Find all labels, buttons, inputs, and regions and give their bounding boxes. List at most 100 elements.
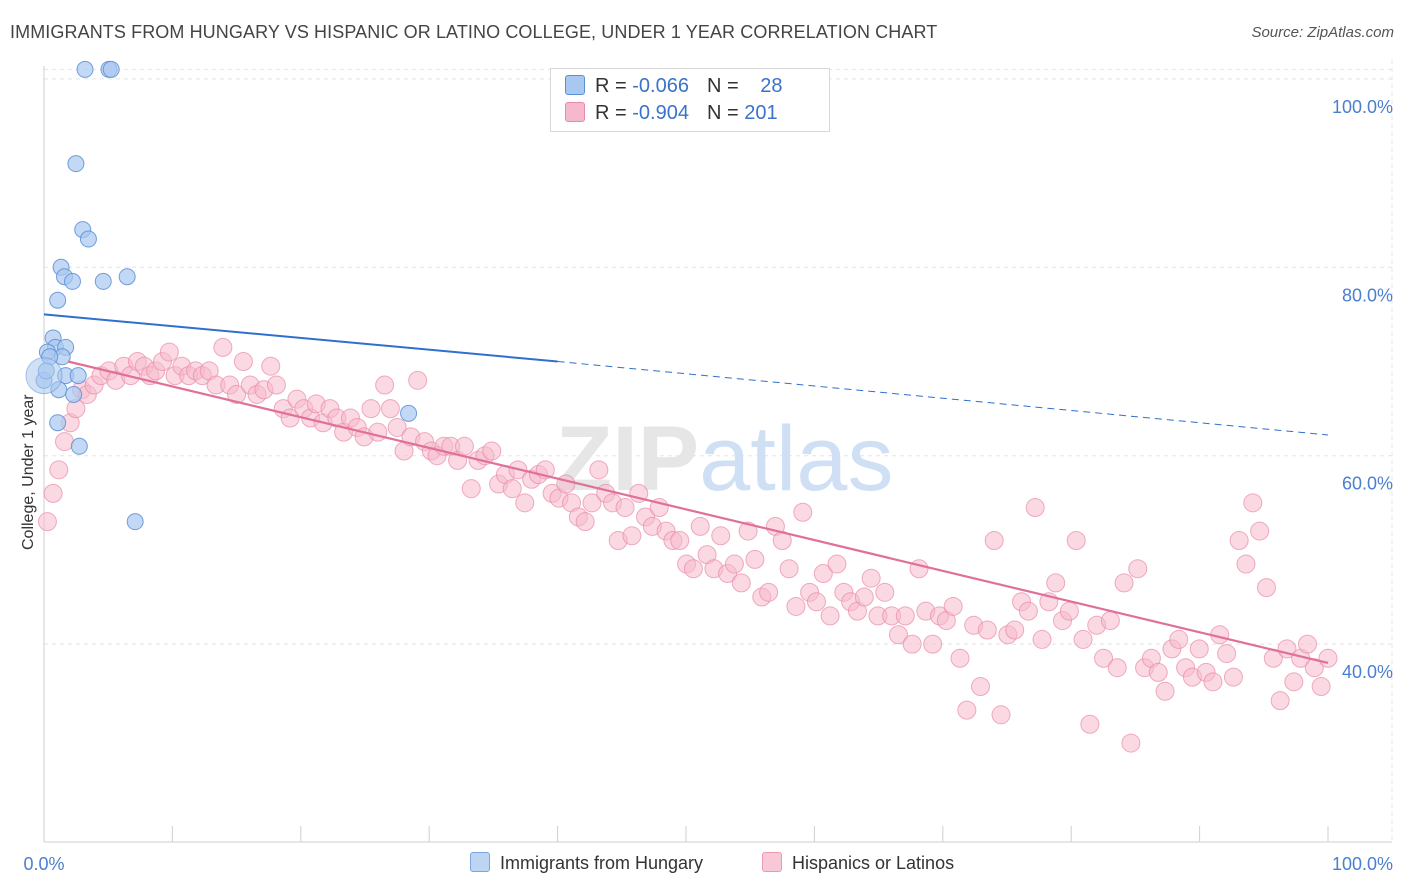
hispanic-point (227, 384, 247, 404)
bottom-legend-swatch-pink (762, 852, 782, 872)
axes (43, 66, 1392, 843)
hispanic-point (1203, 672, 1223, 692)
hispanic-point (37, 512, 57, 532)
hispanic-point (1059, 601, 1079, 621)
hispanic-point (575, 512, 595, 532)
hispanic-point (923, 634, 943, 654)
hispanic-point (738, 521, 758, 541)
hispanic-point (589, 460, 609, 480)
bottom-legend-hispanic: Hispanics or Latinos (762, 852, 954, 874)
hispanic-point (1066, 531, 1086, 551)
hungary-trend-line (43, 313, 558, 363)
hungary-point (63, 272, 81, 290)
hispanic-point (670, 531, 690, 551)
hungary-point (65, 385, 83, 403)
hispanic-point (1005, 620, 1025, 640)
hispanic-point (1128, 559, 1148, 579)
hungary-point (69, 367, 87, 385)
watermark-zip: ZIP (556, 408, 699, 510)
hungary-point (76, 60, 94, 78)
hispanic-point (902, 634, 922, 654)
hispanic-point (361, 399, 381, 419)
y-tick-label: 40.0% (1342, 662, 1393, 682)
hispanic-point (1284, 672, 1304, 692)
hispanic-point (1297, 634, 1317, 654)
hispanic-point (1243, 493, 1263, 513)
hispanic-point (49, 460, 69, 480)
hispanic-point (1256, 578, 1276, 598)
hungary-point (67, 155, 85, 173)
hispanic-point (159, 342, 179, 362)
legend-r-hispanic: -0.904 (632, 102, 689, 124)
hungary-point (70, 437, 88, 455)
hispanic-point (213, 337, 233, 357)
watermark-atlas: atlas (699, 408, 893, 510)
watermark: ZIPatlas (556, 408, 893, 510)
hungary-point-large (25, 357, 63, 395)
hispanic-point (745, 549, 765, 569)
legend-n-hungary: 28 (760, 75, 783, 97)
hispanic-point (43, 483, 63, 503)
hungary-series (25, 60, 418, 531)
chart-title: IMMIGRANTS FROM HUNGARY VS HISPANIC OR L… (10, 22, 938, 42)
bottom-legend-swatch-blue (470, 852, 490, 872)
hispanic-series (37, 337, 1338, 753)
hispanic-point (1032, 629, 1052, 649)
legend-swatch-blue (565, 75, 585, 95)
hispanic-point (387, 417, 407, 437)
hispanic-point (1169, 629, 1189, 649)
hispanic-point (1223, 667, 1243, 687)
hispanic-point (895, 606, 915, 626)
hispanic-point (1107, 658, 1127, 678)
hispanic-point (1236, 554, 1256, 574)
hispanic-point (1229, 531, 1249, 551)
hispanic-point (875, 582, 895, 602)
x-tick-label: 0.0% (23, 854, 64, 874)
hispanic-point (55, 432, 75, 452)
hispanic-point (615, 498, 635, 518)
hungary-point (49, 414, 67, 432)
hispanic-point (233, 351, 253, 371)
hispanic-point (380, 399, 400, 419)
hispanic-point (1046, 573, 1066, 593)
hispanic-point (731, 573, 751, 593)
hispanic-point (1018, 601, 1038, 621)
hispanic-point (690, 516, 710, 536)
hispanic-point (1094, 648, 1114, 668)
hispanic-point (827, 554, 847, 574)
y-tick-label: 80.0% (1342, 285, 1393, 305)
hispanic-point (408, 370, 428, 390)
hispanic-point (984, 531, 1004, 551)
hispanic-point (1270, 691, 1290, 711)
hispanic-point (515, 493, 535, 513)
hispanic-point (1148, 662, 1168, 682)
hispanic-point (266, 375, 286, 395)
hispanic-point (806, 592, 826, 612)
hispanic-point (861, 568, 881, 588)
hispanic-point (724, 554, 744, 574)
hispanic-point (943, 596, 963, 616)
stats-legend: R = -0.066 N = 28 R = -0.904 N = 201 (550, 68, 830, 132)
hispanic-point (1189, 639, 1209, 659)
hispanic-point (1025, 498, 1045, 518)
hispanic-point (461, 479, 481, 499)
hispanic-trend-line (67, 360, 1329, 665)
hispanic-point (1250, 521, 1270, 541)
legend-r-hungary: -0.066 (632, 75, 689, 97)
hispanic-point (1311, 677, 1331, 697)
hispanic-point (683, 559, 703, 579)
x-tick-label: 100.0% (1332, 854, 1393, 874)
hispanic-point (482, 441, 502, 461)
hispanic-point (820, 606, 840, 626)
hispanic-point (950, 648, 970, 668)
hungary-point (94, 272, 112, 290)
y-tick-label: 60.0% (1342, 474, 1393, 494)
hispanic-point (909, 559, 929, 579)
tick-labels: 100.0% 80.0% 60.0% 40.0% 0.0% 100.0% (23, 97, 1393, 874)
hispanic-point (759, 582, 779, 602)
hispanic-point (711, 526, 731, 546)
hispanic-point (977, 620, 997, 640)
hungary-point (400, 404, 418, 422)
hispanic-point (854, 587, 874, 607)
hispanic-point (368, 422, 388, 442)
